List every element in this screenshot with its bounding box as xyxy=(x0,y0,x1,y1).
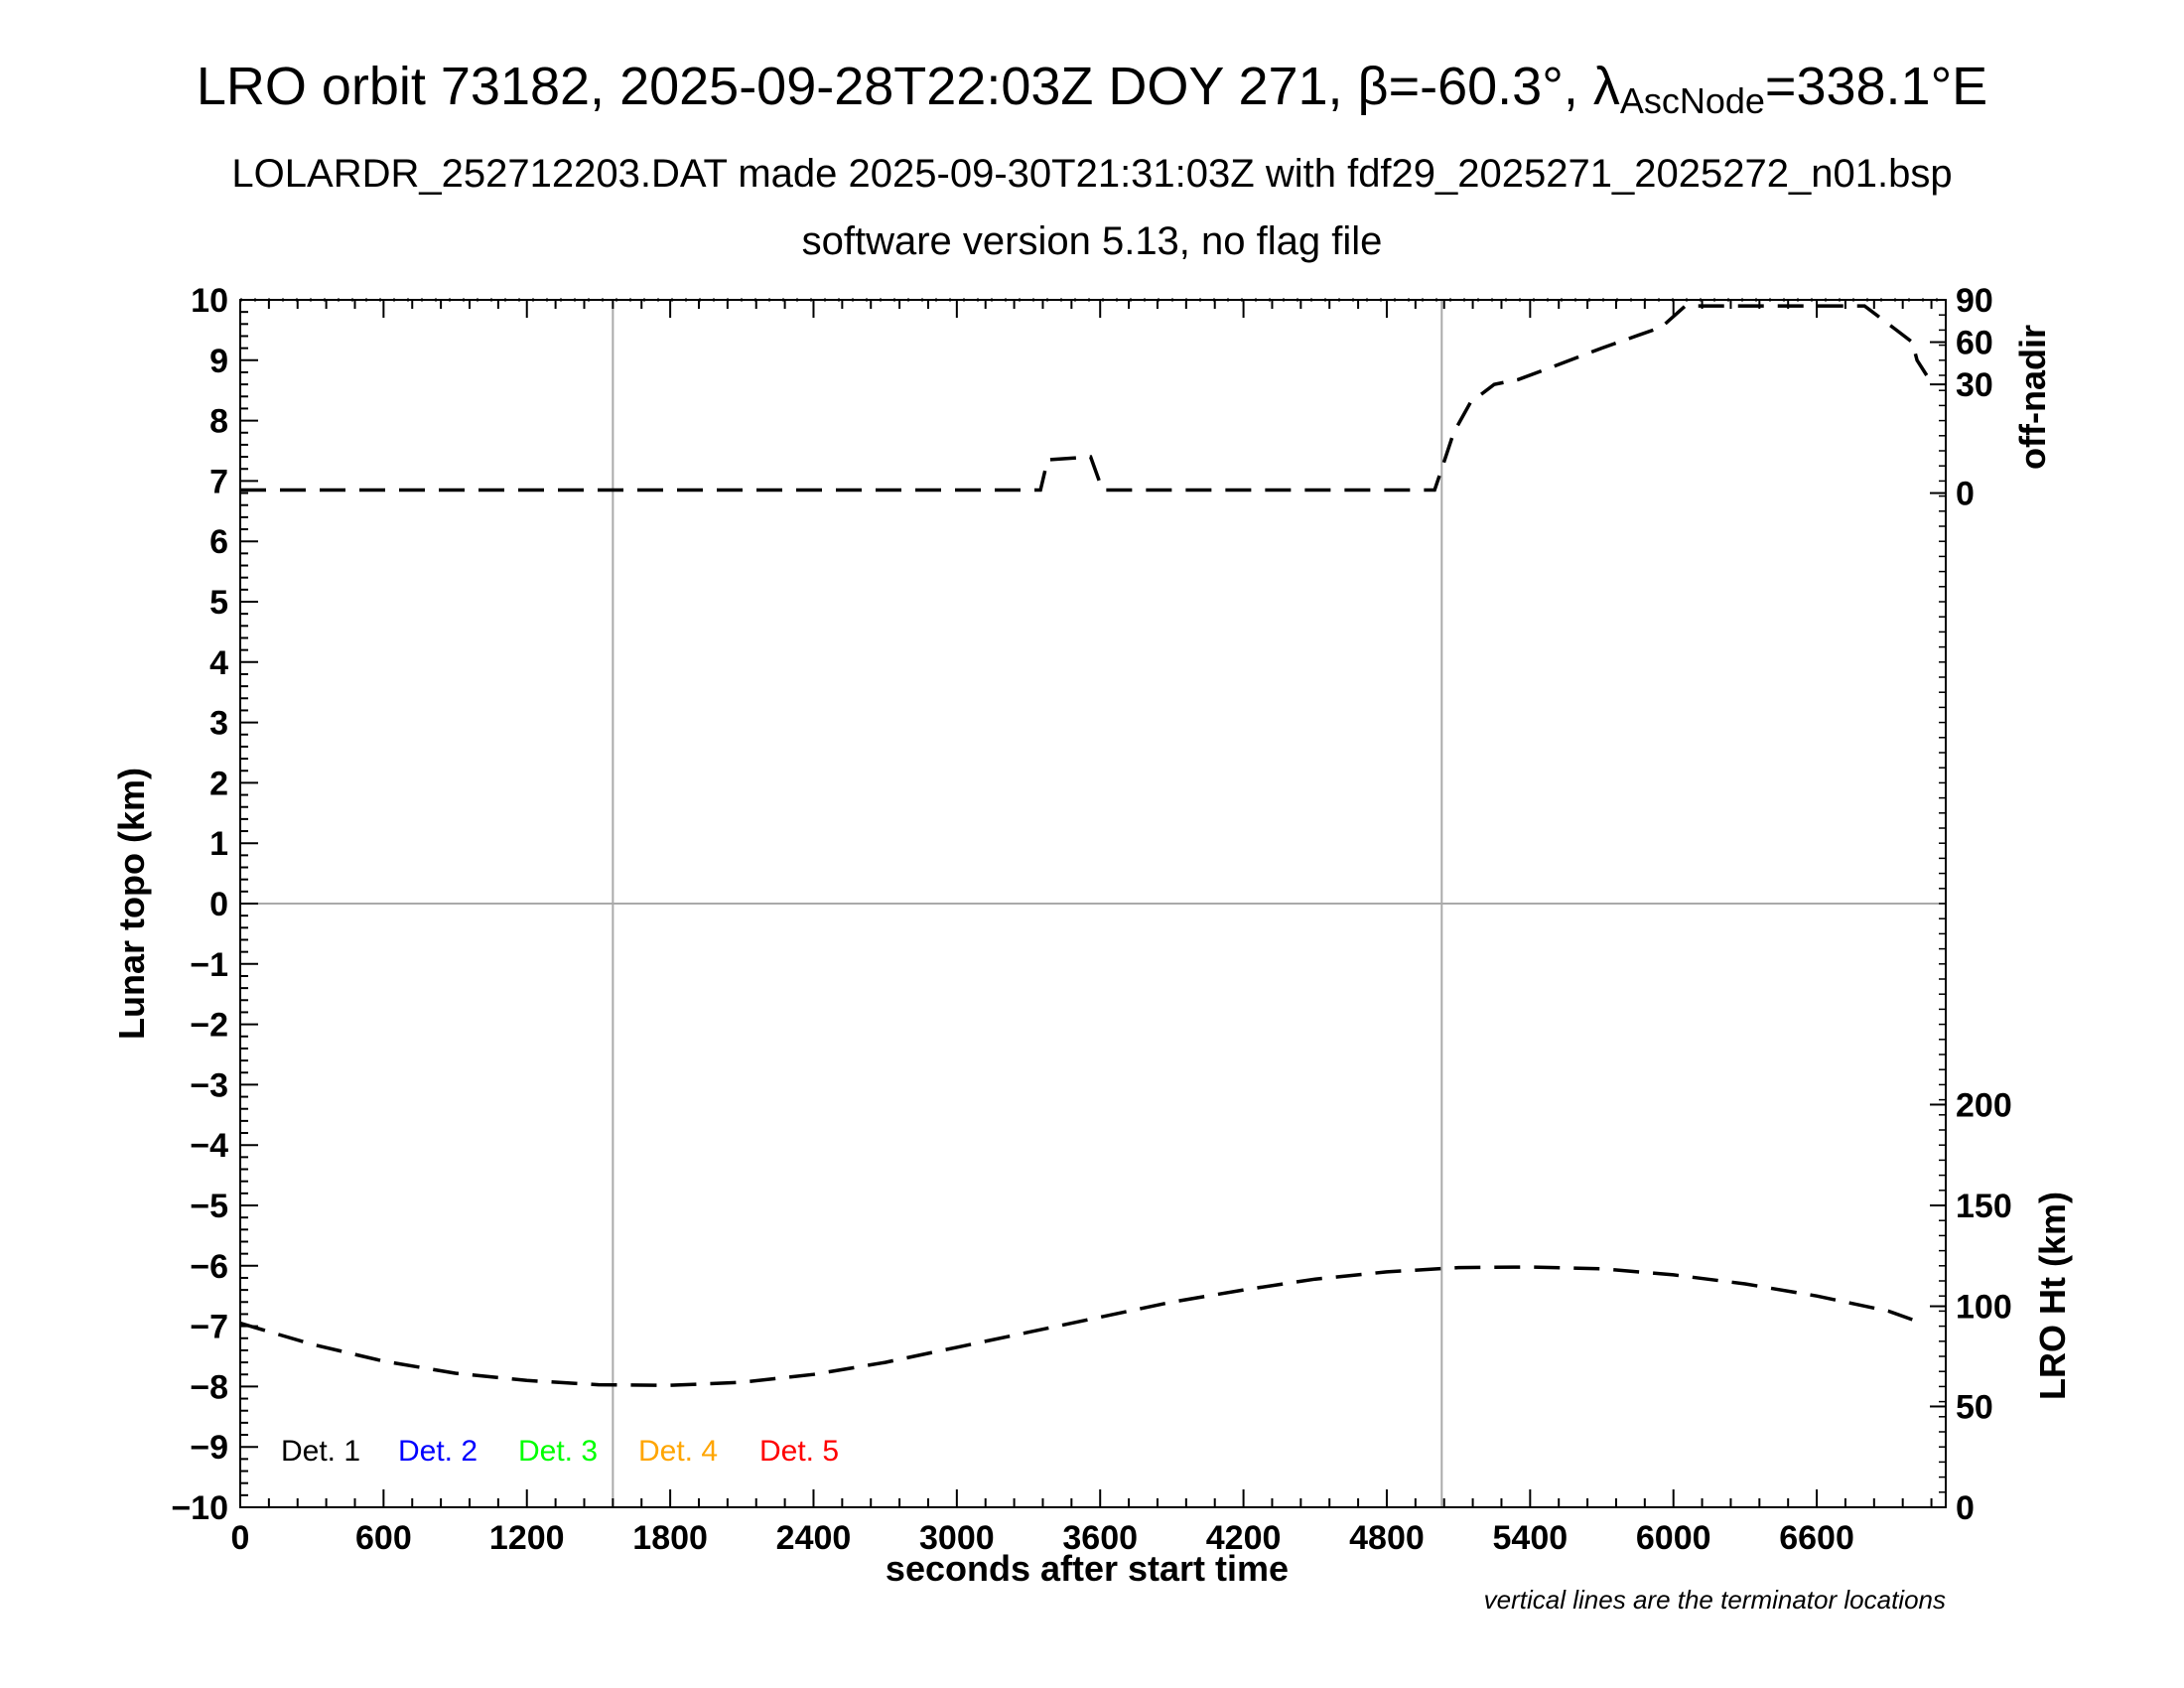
y-tick-label: 9 xyxy=(209,343,228,380)
x-tick-label: 3600 xyxy=(1062,1519,1138,1557)
legend-entry: Det. 5 xyxy=(759,1435,839,1468)
x-tick-label: 3000 xyxy=(919,1519,995,1557)
legend: Det. 1 Det. 2 Det. 3 Det. 4 Det. 5 xyxy=(281,1435,839,1468)
x-axis-ticks: 0 600 1200 1800 2400 3000 3600 4200 4800 5400 6000… xyxy=(231,300,1933,1557)
y-tick-label: 6 xyxy=(209,523,228,561)
y-tick-label: −8 xyxy=(190,1368,228,1406)
y-tick-label: 1 xyxy=(209,825,228,863)
y-tick-label: 3 xyxy=(209,705,228,743)
right-axis-label-ht: LRO Ht (km) xyxy=(2032,1192,2073,1400)
y-tick-label: −9 xyxy=(190,1429,228,1467)
y-tick-label: −7 xyxy=(190,1309,228,1346)
offnadir-tick-label: 0 xyxy=(1956,476,1975,513)
legend-entry: Det. 3 xyxy=(518,1435,598,1468)
y-tick-label: 2 xyxy=(209,765,228,802)
grid-lines xyxy=(240,300,1946,1507)
series-line-2 xyxy=(239,1265,1918,1387)
y-tick-label: −6 xyxy=(190,1248,228,1286)
x-tick-label: 4200 xyxy=(1206,1519,1282,1557)
y-tick-label: −1 xyxy=(190,946,228,984)
y-tick-label: 10 xyxy=(191,282,228,320)
ht-tick-label: 200 xyxy=(1956,1086,2012,1124)
chart-title: LRO orbit 73182, 2025-09-28T22:03Z DOY 2… xyxy=(197,57,1987,121)
y-tick-label: −3 xyxy=(190,1066,228,1104)
y-tick-label: −4 xyxy=(190,1127,228,1165)
ht-tick-label: 0 xyxy=(1956,1489,1975,1527)
chart-subtitle-2: software version 5.13, no flag file xyxy=(802,219,1383,263)
x-tick-label: 6000 xyxy=(1636,1519,1711,1557)
ht-tick-label: 100 xyxy=(1956,1289,2012,1327)
y-tick-label: 0 xyxy=(209,886,228,923)
y-tick-label: 5 xyxy=(209,584,228,622)
y-tick-label: 4 xyxy=(209,644,228,682)
ht-tick-label: 50 xyxy=(1956,1388,1993,1426)
y-tick-label: 8 xyxy=(209,403,228,441)
series-lines xyxy=(239,304,1929,1387)
right-axis-label-offnadir: off-nadir xyxy=(2012,325,2053,470)
x-tick-label: 4800 xyxy=(1349,1519,1425,1557)
y-tick-label: −5 xyxy=(190,1188,228,1225)
x-tick-label: 1200 xyxy=(489,1519,565,1557)
offnadir-tick-label: 90 xyxy=(1956,282,1993,320)
x-tick-label: 5400 xyxy=(1493,1519,1569,1557)
chart-subtitle-1: LOLARDR_252712203.DAT made 2025-09-30T21… xyxy=(231,152,1952,196)
right-axis-ticks: 0 30 60 90 0 50 100 150 200 xyxy=(1930,282,2012,1527)
y-tick-label: −2 xyxy=(190,1007,228,1045)
x-tick-label: 1800 xyxy=(632,1519,708,1557)
offnadir-tick-label: 60 xyxy=(1956,325,1993,362)
x-tick-label: 600 xyxy=(355,1519,412,1557)
offnadir-tick-label: 30 xyxy=(1956,366,1993,404)
series-line-1 xyxy=(240,304,1929,492)
terminator-note: vertical lines are the terminator locati… xyxy=(1484,1585,1946,1615)
y-tick-label: −10 xyxy=(171,1489,228,1527)
legend-entry: Det. 2 xyxy=(398,1435,478,1468)
ht-tick-label: 150 xyxy=(1956,1188,2012,1225)
legend-entry: Det. 4 xyxy=(638,1435,718,1468)
legend-entry: Det. 1 xyxy=(281,1435,360,1468)
x-tick-label: 6600 xyxy=(1779,1519,1854,1557)
y-tick-label: 7 xyxy=(209,463,228,500)
x-tick-label: 0 xyxy=(231,1519,250,1557)
x-tick-label: 2400 xyxy=(776,1519,852,1557)
y-axis-label: Lunar topo (km) xyxy=(111,768,152,1040)
x-axis-label: seconds after start time xyxy=(886,1548,1289,1589)
